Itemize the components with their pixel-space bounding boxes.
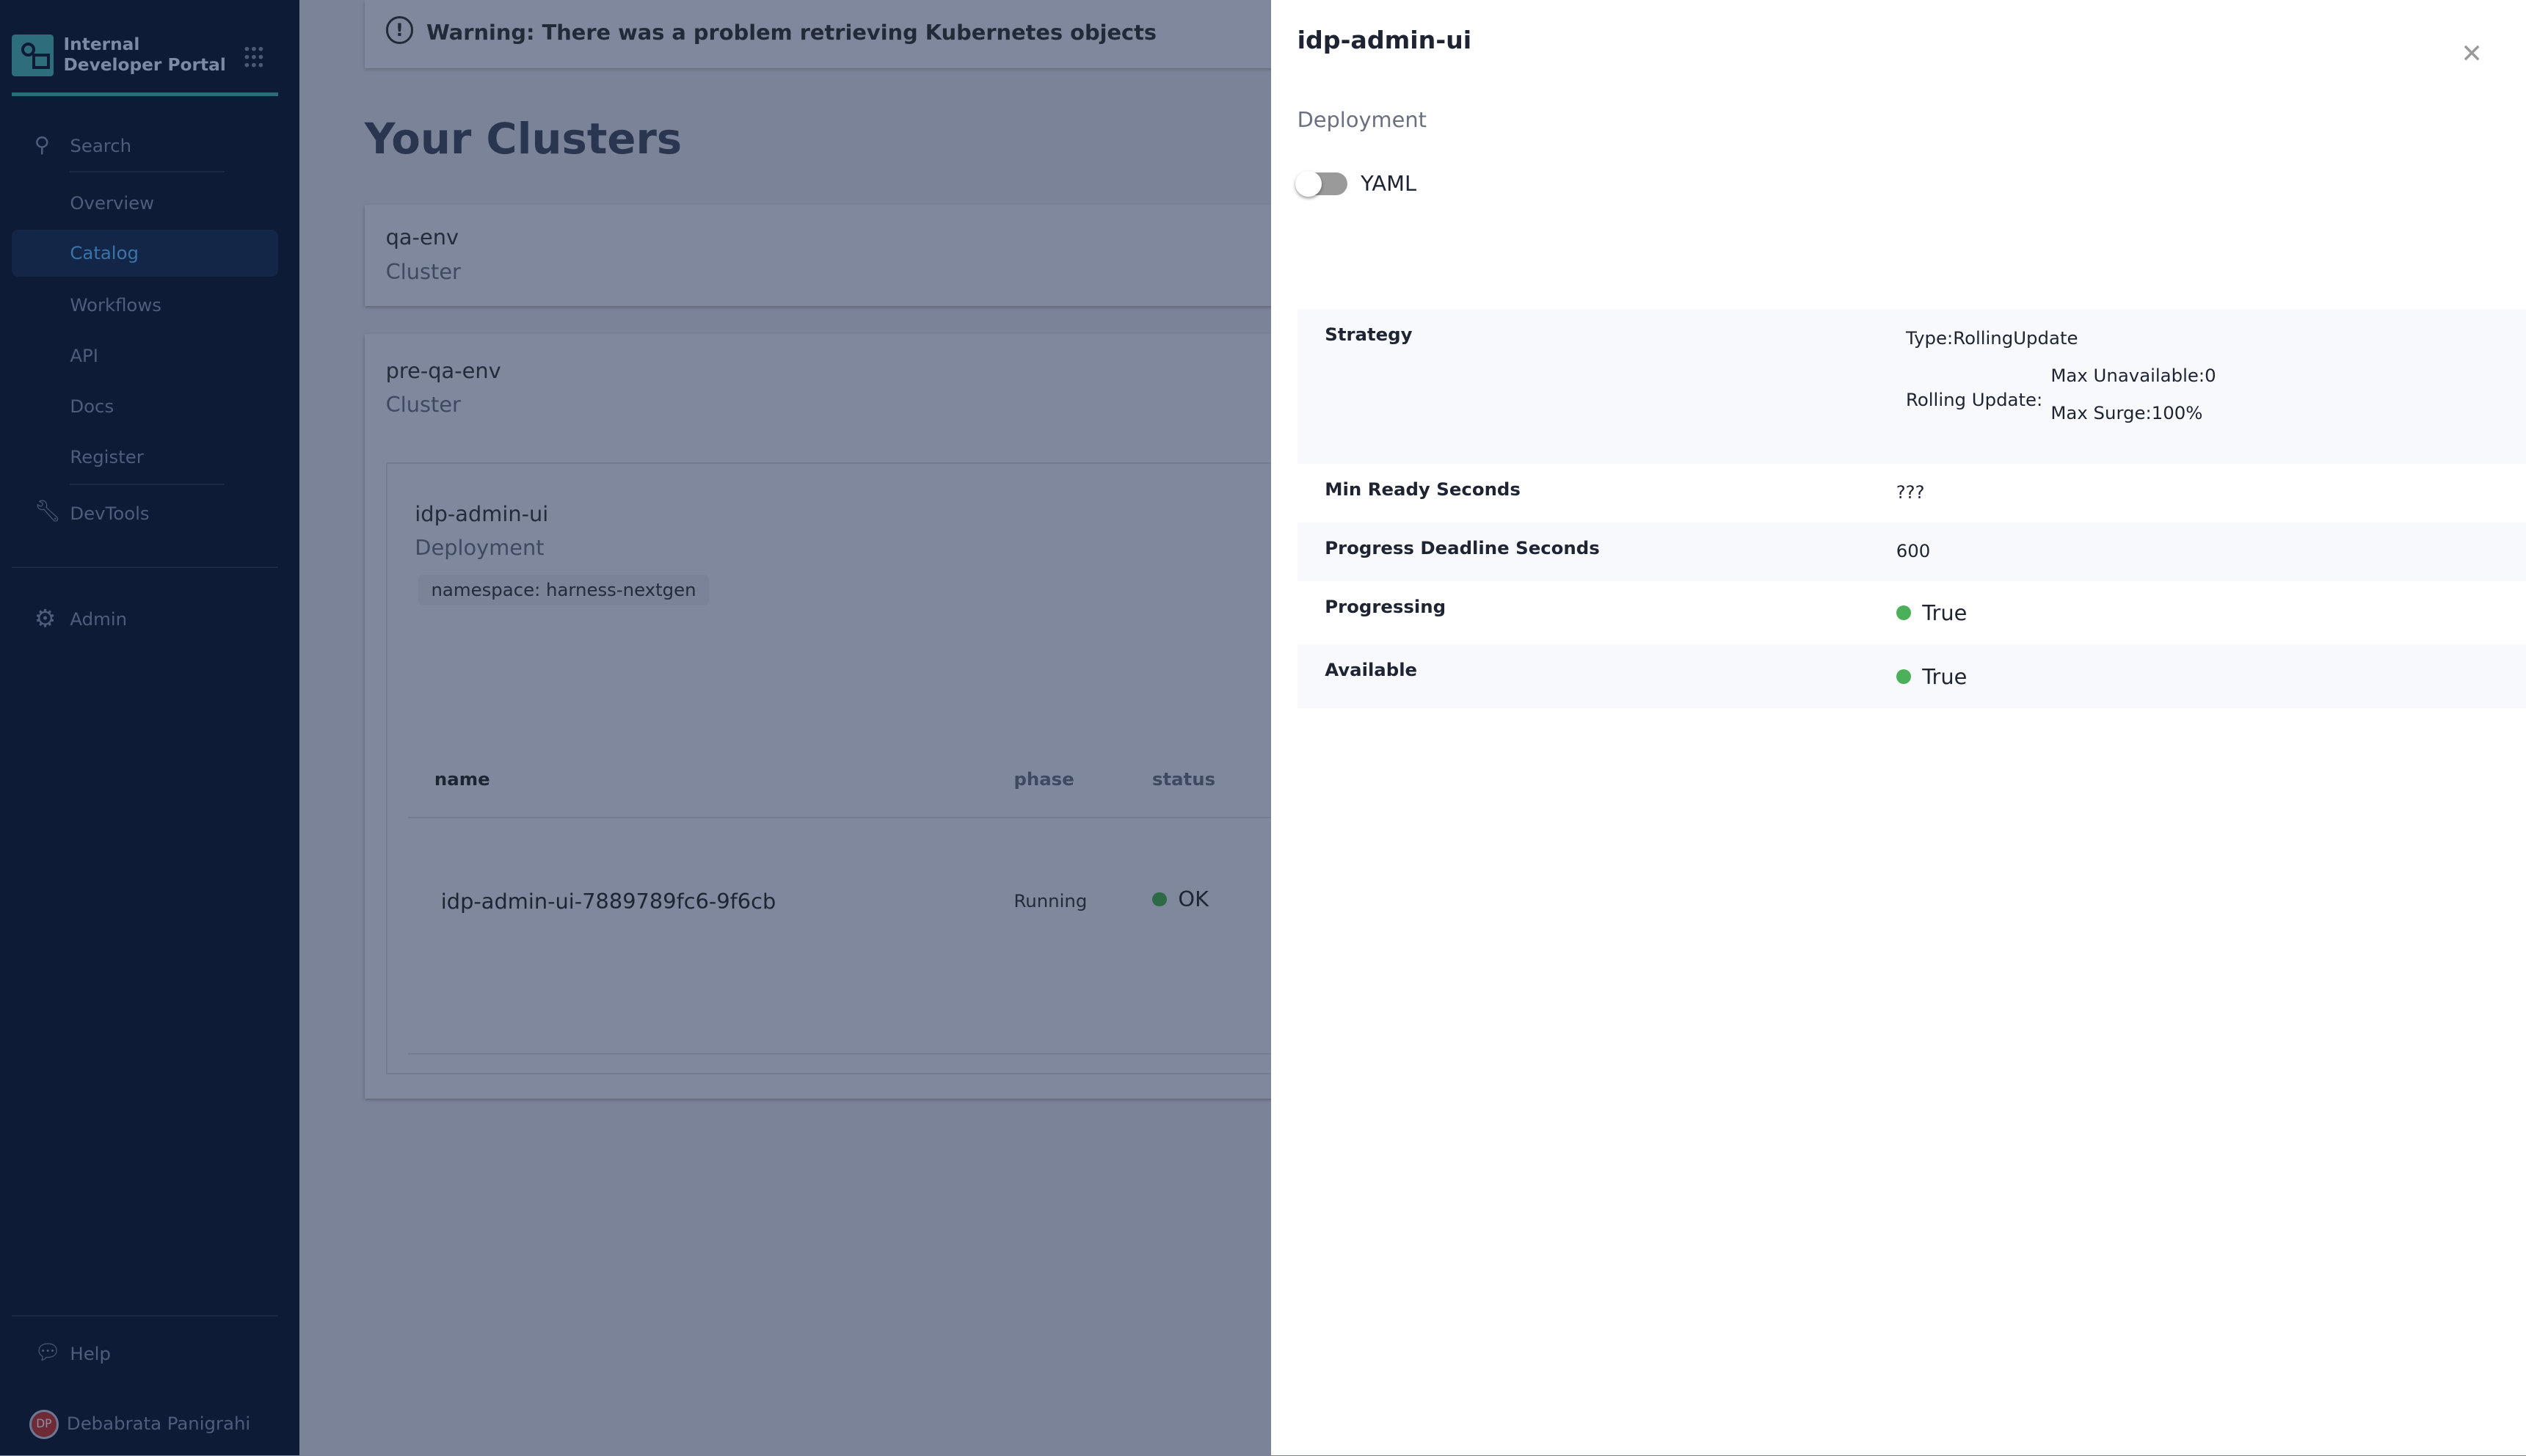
cluster-name: pre-qa-env <box>385 357 501 383</box>
drawer-kind: Deployment <box>1297 107 1427 133</box>
table-row: Strategy Type:RollingUpdate Rolling Upda… <box>1297 309 2526 465</box>
row-key: Progressing <box>1325 595 1446 617</box>
pod-name: idp-admin-ui-7889789fc6-9f6cb <box>440 888 776 914</box>
row-key: Min Ready Seconds <box>1325 478 1521 500</box>
details-drawer: idp-admin-ui ✕ Deployment YAML Strategy … <box>1271 0 2526 1455</box>
sidebar-item-docs[interactable]: Docs <box>70 395 114 417</box>
status-dot-icon <box>1896 669 1911 684</box>
column-header-status[interactable]: status <box>1151 768 1216 790</box>
divider <box>70 170 225 173</box>
active-item-highlight <box>11 229 279 277</box>
status-text: OK <box>1178 887 1209 912</box>
divider <box>408 1052 1364 1055</box>
sidebar-item-workflows[interactable]: Workflows <box>70 294 161 316</box>
user-name[interactable]: Debabrata Panigrahi <box>66 1413 251 1435</box>
alert-icon: ! <box>385 16 414 44</box>
rolling-update-label: Rolling Update: <box>1906 389 2043 411</box>
deployment-name: idp-admin-ui <box>415 500 549 526</box>
yaml-toggle[interactable] <box>1295 170 1348 197</box>
column-header-name[interactable]: name <box>434 768 490 790</box>
strategy-type: Type:RollingUpdate <box>1906 327 2078 349</box>
page-title: Your Clusters <box>364 114 683 164</box>
divider <box>11 566 279 568</box>
wrench-icon: 🔧︎ <box>34 498 62 523</box>
cluster-card[interactable]: qa-env Cluster <box>364 205 1342 306</box>
divider <box>11 92 279 96</box>
sidebar-item-devtools[interactable]: DevTools <box>70 503 150 525</box>
yaml-toggle-label[interactable]: YAML <box>1361 170 1417 196</box>
sidebar: Internal Developer Portal ••• ••• ••• ⚲ Se… <box>0 0 300 1455</box>
cluster-kind: Cluster <box>385 392 461 418</box>
cluster-card[interactable]: pre-qa-env Cluster idp-admin-ui Deployme… <box>364 333 1364 1099</box>
status-dot-icon <box>1896 605 1911 621</box>
row-key: Available <box>1325 659 1418 681</box>
main-content: ! Warning: There was a problem retrieving… <box>299 0 2526 1455</box>
row-key: Progress Deadline Seconds <box>1325 536 1600 558</box>
row-value: 600 <box>1896 540 1931 562</box>
status-text: True <box>1922 663 1968 689</box>
sidebar-item-register[interactable]: Register <box>70 445 144 467</box>
cluster-name: qa-env <box>385 225 459 250</box>
status-text: True <box>1922 600 1968 626</box>
apps-grid-icon[interactable]: ••• ••• ••• <box>242 40 265 75</box>
brand-title[interactable]: Internal Developer Portal <box>63 34 226 76</box>
max-surge: Max Surge:100% <box>2050 401 2203 423</box>
close-icon[interactable]: ✕ <box>2461 39 2483 70</box>
search-icon: ⚲ <box>34 131 50 157</box>
divider <box>11 1314 279 1317</box>
divider <box>70 483 225 485</box>
sidebar-item-help[interactable]: Help <box>70 1342 111 1364</box>
sidebar-item-api[interactable]: API <box>70 345 98 367</box>
sidebar-item-catalog[interactable]: Catalog <box>70 242 139 264</box>
warning-banner: ! Warning: There was a problem retrieving… <box>364 0 1309 69</box>
pod-status: OK <box>1151 887 1209 912</box>
help-icon: 💬︎ <box>34 1339 62 1365</box>
avatar[interactable]: DP <box>29 1409 59 1439</box>
table-row: Progressing True <box>1297 581 2526 644</box>
status-dot-icon <box>1151 892 1167 907</box>
row-value: True <box>1896 663 1968 689</box>
logo-icon[interactable] <box>11 34 54 77</box>
divider <box>408 817 1364 819</box>
table-row: Min Ready Seconds ??? <box>1297 464 2526 523</box>
sidebar-item-admin[interactable]: Admin <box>70 608 128 630</box>
drawer-title: idp-admin-ui <box>1297 26 1472 55</box>
row-key: Strategy <box>1325 324 1413 346</box>
cluster-kind: Cluster <box>385 258 461 284</box>
table-row: Progress Deadline Seconds 600 <box>1297 522 2526 581</box>
deployment-panel[interactable]: idp-admin-ui Deployment namespace: harne… <box>385 462 1364 1074</box>
warning-text: Warning: There was a problem retrieving … <box>426 19 1157 45</box>
pod-phase: Running <box>1013 889 1088 911</box>
namespace-chip: namespace: harness-nextgen <box>418 574 710 605</box>
column-header-phase[interactable]: phase <box>1013 768 1074 790</box>
sidebar-item-search[interactable]: Search <box>70 135 132 157</box>
deployment-kind: Deployment <box>415 535 545 561</box>
max-unavailable: Max Unavailable:0 <box>2050 364 2216 386</box>
table-row: Available True <box>1297 644 2526 708</box>
gear-icon: ⚙ <box>34 603 57 633</box>
row-value: True <box>1896 600 1968 626</box>
row-value: ??? <box>1896 481 1925 503</box>
sidebar-item-overview[interactable]: Overview <box>70 192 155 214</box>
